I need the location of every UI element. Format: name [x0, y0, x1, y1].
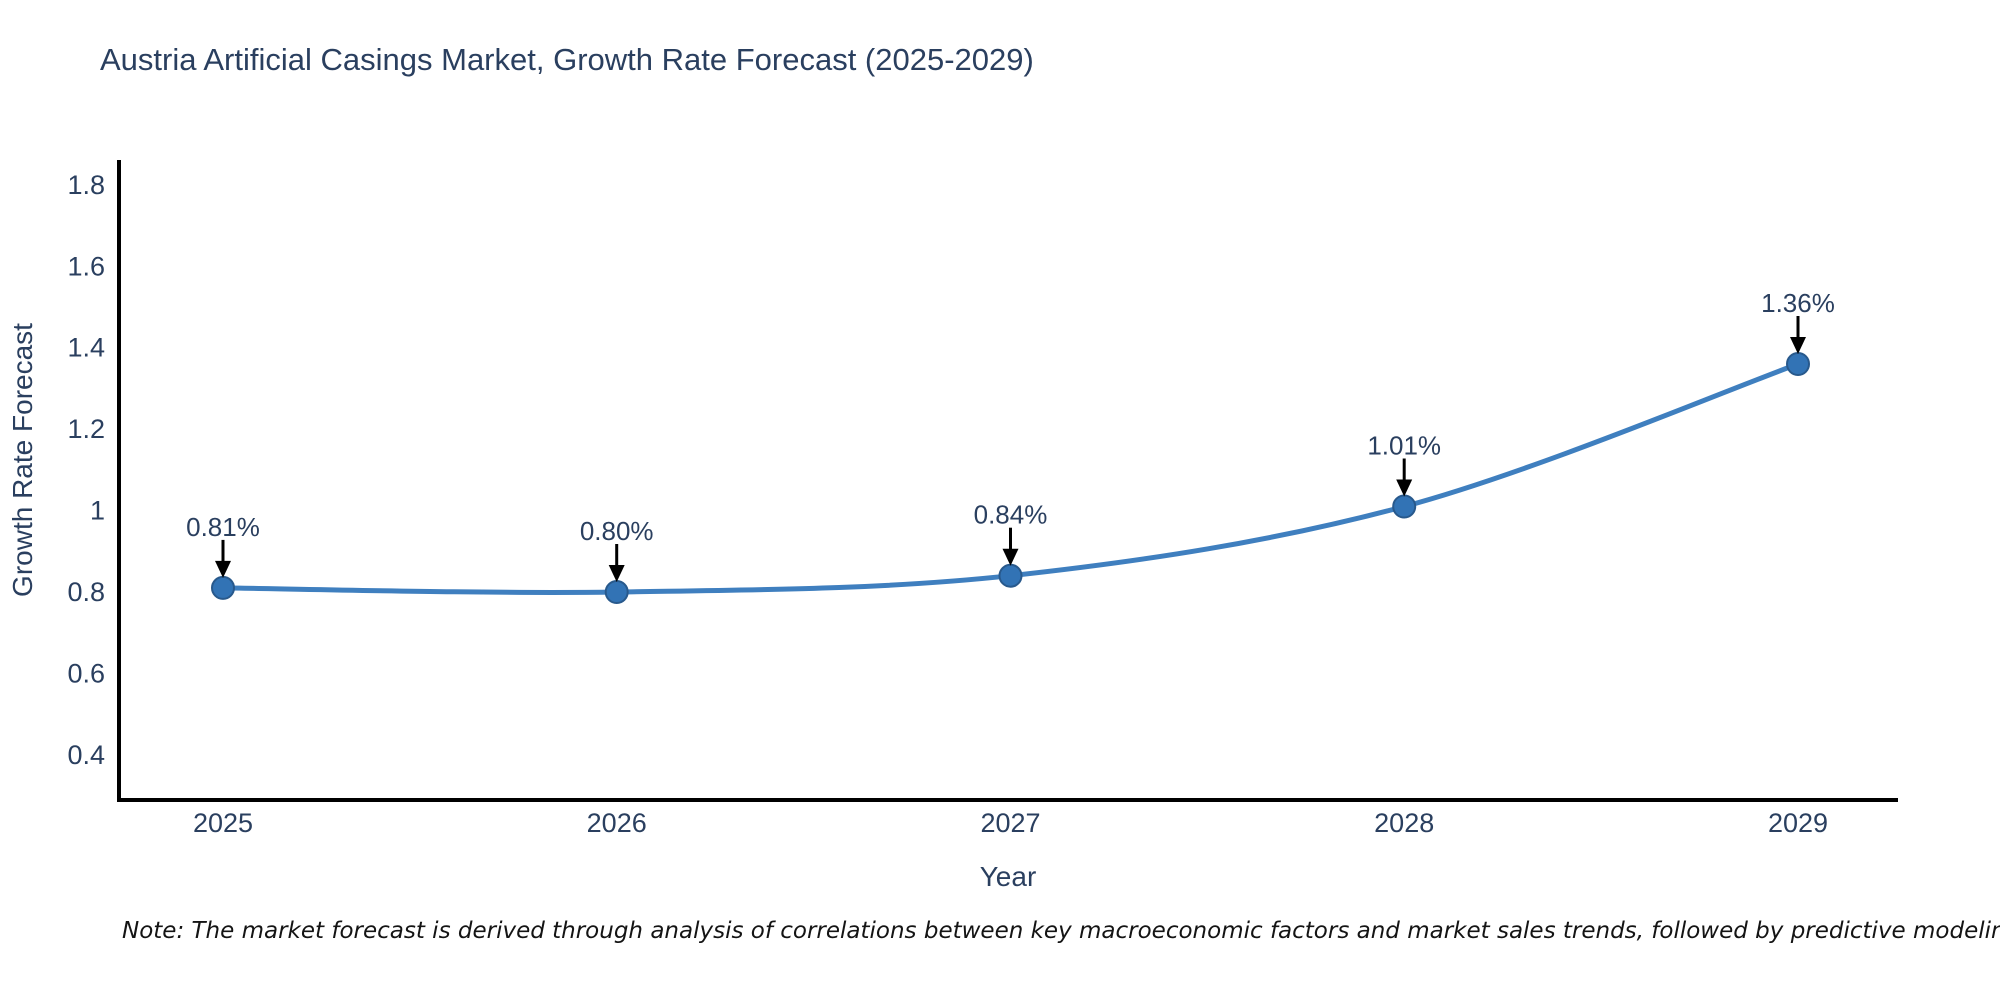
- y-tick-label: 1.4: [67, 333, 105, 363]
- data-point-label: 0.84%: [974, 500, 1048, 530]
- data-point-label: 0.80%: [580, 516, 654, 546]
- x-tick-label: 2029: [1768, 808, 1828, 838]
- y-tick-label: 1.6: [67, 251, 105, 281]
- data-point-marker: [604, 580, 629, 604]
- y-tick-label: 0.4: [67, 740, 105, 770]
- data-point-marker: [1786, 352, 1810, 376]
- y-tick-label: 0.6: [67, 658, 105, 688]
- y-tick-label: 0.8: [67, 577, 105, 607]
- x-tick-label: 2026: [587, 808, 647, 838]
- data-point-label: 0.81%: [186, 512, 260, 542]
- data-point-marker: [998, 563, 1023, 588]
- x-axis-title: Year: [980, 861, 1037, 892]
- data-point-label: 1.01%: [1367, 431, 1441, 461]
- y-tick-label: 1.2: [67, 414, 105, 444]
- annotation-arrowhead-icon: [1396, 479, 1413, 497]
- y-tick-label: 1: [90, 496, 105, 526]
- annotation-arrowhead-icon: [215, 560, 231, 578]
- data-point-marker: [1392, 494, 1417, 519]
- chart-title: Austria Artificial Casings Market, Growt…: [100, 42, 1034, 77]
- x-tick-label: 2027: [980, 808, 1040, 838]
- plot-area: 0.4 0.6 0.8 1 1.2 1.4 1.6 1.8 2025 2026 2027 2028 20…: [67, 160, 1898, 838]
- annotation-arrowhead-icon: [608, 565, 625, 582]
- y-tick-label: 1.8: [67, 170, 105, 200]
- y-axis-title: Growth Rate Forecast: [7, 323, 38, 597]
- x-tick-label: 2028: [1374, 808, 1434, 838]
- x-tick-label: 2025: [193, 808, 253, 838]
- axis-spines: [117, 160, 1898, 802]
- footnote: Note: The market forecast is derived thr…: [122, 918, 2000, 944]
- annotation-arrowhead-icon: [1790, 337, 1806, 354]
- data-point-label: 1.36%: [1761, 288, 1835, 318]
- annotation-arrowhead-icon: [1002, 548, 1019, 566]
- data-point-marker: [211, 575, 235, 600]
